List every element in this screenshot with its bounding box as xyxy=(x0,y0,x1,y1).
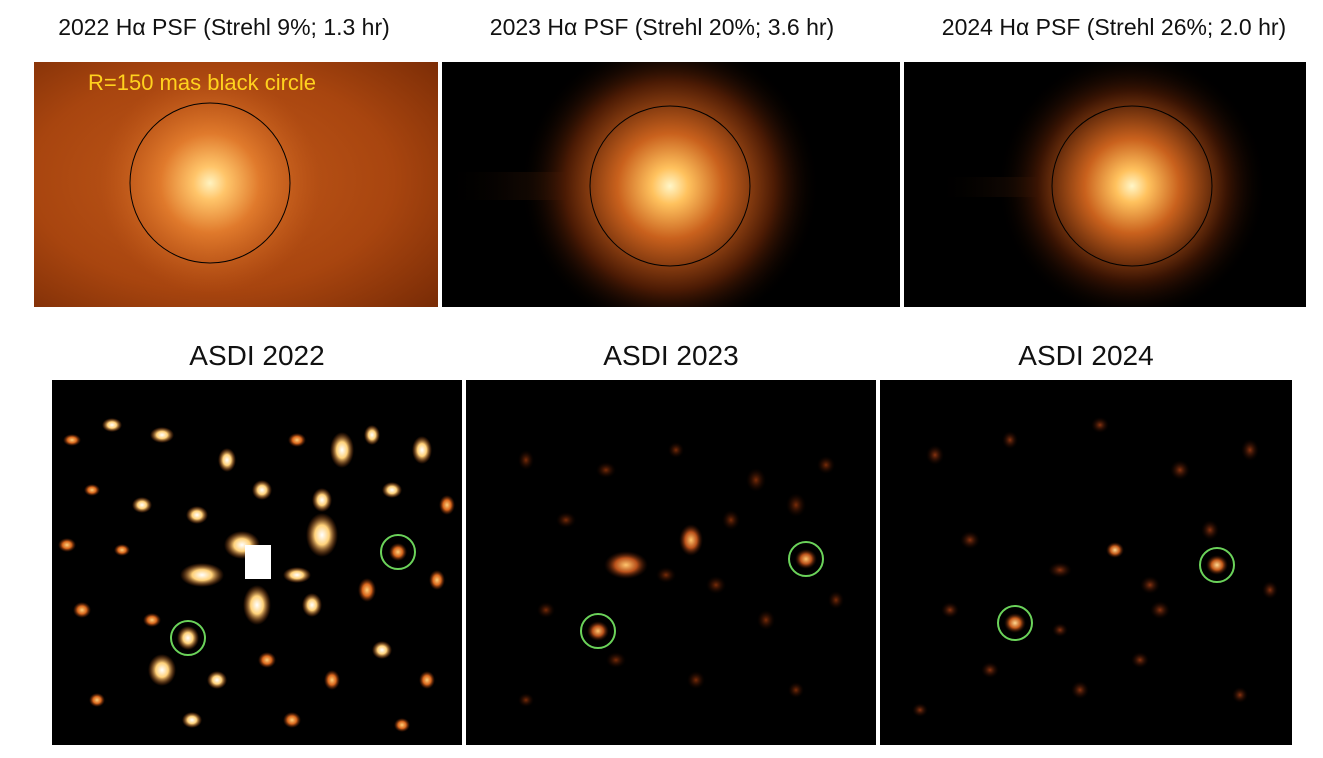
asdi-2022-title: ASDI 2022 xyxy=(189,340,325,371)
planet-marker-circle xyxy=(170,620,206,656)
psf-2023-image xyxy=(442,62,900,307)
planet-marker-circle xyxy=(997,605,1033,641)
circle-annotation: R=150 mas black circle xyxy=(88,70,317,95)
psf-2024-title: 2024 Hα PSF (Strehl 26%; 2.0 hr) xyxy=(941,14,1287,40)
psf-2024-image xyxy=(904,62,1306,307)
planet-b-2023 xyxy=(580,613,616,649)
planet-marker-circle xyxy=(380,534,416,570)
asdi-2024-title: ASDI 2024 xyxy=(1018,340,1154,371)
planet-c-2022 xyxy=(380,534,416,570)
planet-c-2023 xyxy=(788,541,824,577)
planet-marker-circle xyxy=(1199,547,1235,583)
psf-2022-image xyxy=(34,62,438,307)
planet-c-2024 xyxy=(1199,547,1235,583)
r150-circle-2024 xyxy=(1051,105,1213,267)
asdi-2024-image xyxy=(880,380,1292,745)
planet-b-2024 xyxy=(997,605,1033,641)
psf-2022-title: 2022 Hα PSF (Strehl 9%; 1.3 hr) xyxy=(58,14,390,40)
psf-2023-title: 2023 Hα PSF (Strehl 20%; 3.6 hr) xyxy=(489,14,835,40)
r150-circle-2022 xyxy=(129,102,291,264)
planet-marker-circle xyxy=(788,541,824,577)
r150-circle-2023 xyxy=(589,105,751,267)
asdi-2023-image xyxy=(466,380,876,745)
planet-b-2022 xyxy=(170,620,206,656)
asdi-2023-title: ASDI 2023 xyxy=(603,340,739,371)
planet-marker-circle xyxy=(580,613,616,649)
asdi-2022-image xyxy=(52,380,462,745)
